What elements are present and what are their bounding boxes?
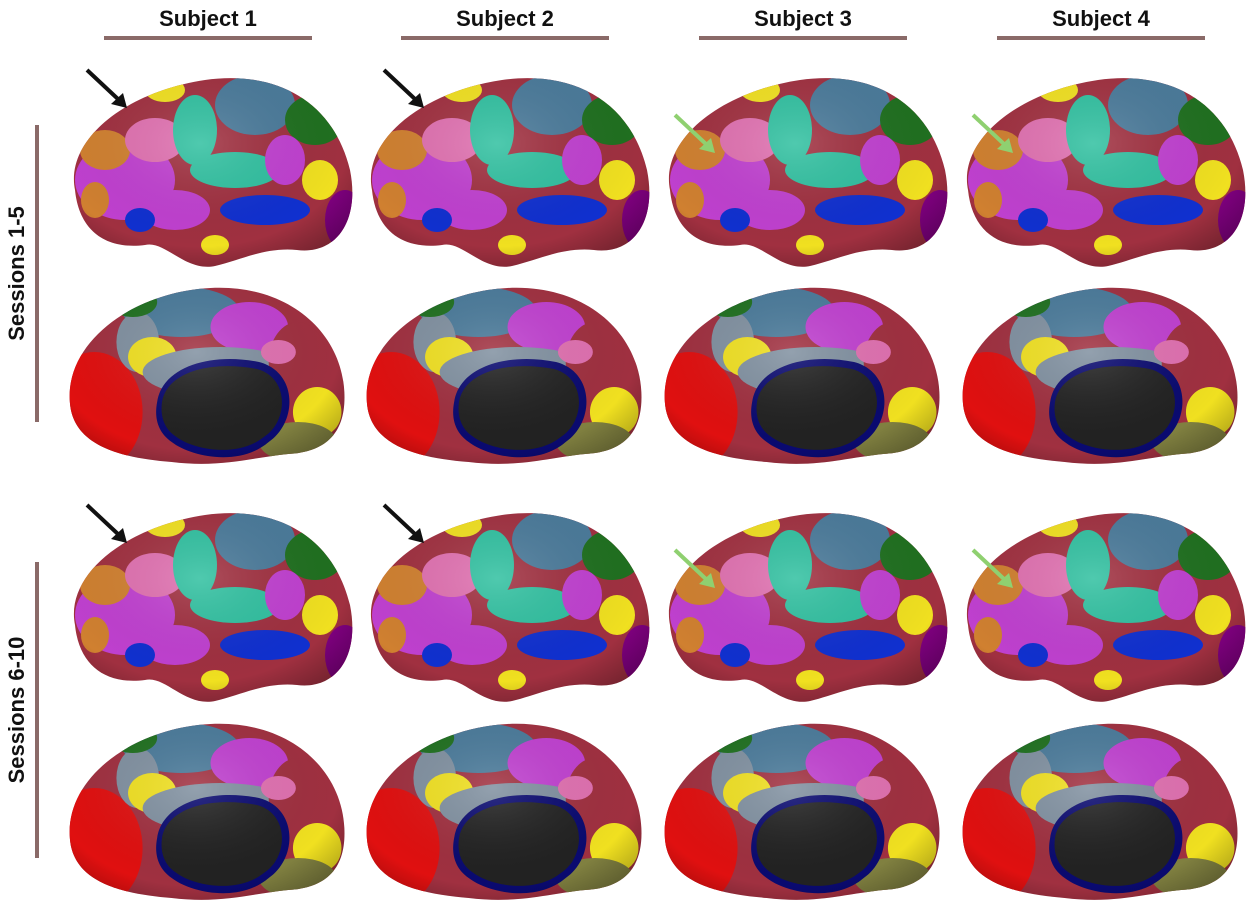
lateral-view <box>958 505 1254 715</box>
lateral-view <box>660 505 960 715</box>
arrow-shaft <box>382 68 418 102</box>
medial-view <box>939 282 1249 482</box>
arrow-head <box>997 138 1013 153</box>
column-header: Subject 2 <box>456 6 554 31</box>
medial-view <box>343 718 653 918</box>
arrow-head <box>111 93 127 108</box>
medial-view <box>343 282 653 482</box>
arrow-shaft <box>673 548 709 582</box>
lateral-view <box>65 505 365 715</box>
column-header: Subject 4 <box>1052 6 1151 31</box>
lateral-view <box>958 70 1254 280</box>
arrow-head <box>699 138 715 153</box>
arrow-shaft <box>673 113 709 147</box>
medial-view <box>939 718 1249 918</box>
arrow-head <box>997 573 1013 588</box>
column-header: Subject 1 <box>159 6 257 31</box>
medial-view <box>641 282 951 482</box>
arrow-head <box>408 528 424 543</box>
arrow-shaft <box>85 503 121 537</box>
medial-view <box>641 718 951 918</box>
lateral-view <box>660 70 960 280</box>
row-label: Sessions 1-5 <box>4 206 29 341</box>
lateral-view <box>362 70 662 280</box>
medial-view <box>46 282 356 482</box>
arrow-shaft <box>85 68 121 102</box>
arrow-head <box>408 93 424 108</box>
lateral-view <box>362 505 662 715</box>
arrow-shaft <box>971 113 1007 147</box>
column-header: Subject 3 <box>754 6 852 31</box>
row-label: Sessions 6-10 <box>4 637 29 784</box>
arrow-head <box>699 573 715 588</box>
arrow-shaft <box>971 548 1007 582</box>
arrow-shaft <box>382 503 418 537</box>
brain-grid <box>46 68 1254 918</box>
medial-view <box>46 718 356 918</box>
arrow-head <box>111 528 127 543</box>
lateral-view <box>65 70 365 280</box>
